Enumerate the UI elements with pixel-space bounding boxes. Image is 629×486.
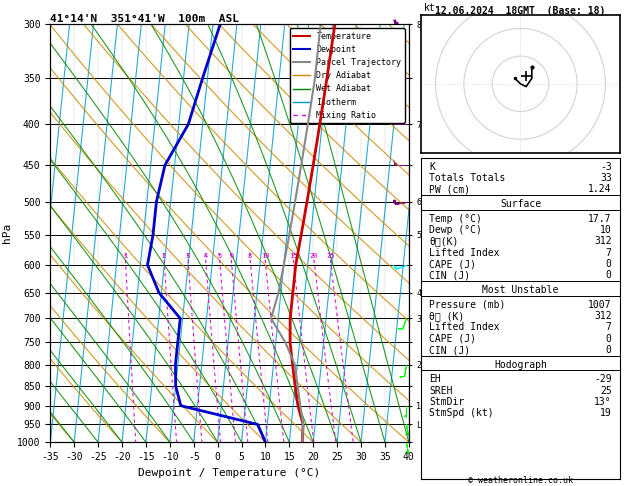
- Text: 6: 6: [229, 253, 233, 259]
- Text: 0: 0: [606, 345, 611, 355]
- Text: CAPE (J): CAPE (J): [430, 259, 476, 269]
- Text: 33: 33: [600, 173, 611, 183]
- Text: PW (cm): PW (cm): [430, 184, 470, 194]
- Legend: Temperature, Dewpoint, Parcel Trajectory, Dry Adiabat, Wet Adiabat, Isotherm, Mi: Temperature, Dewpoint, Parcel Trajectory…: [290, 29, 404, 123]
- Y-axis label: km
ASL: km ASL: [437, 225, 459, 242]
- Text: Totals Totals: Totals Totals: [430, 173, 506, 183]
- Text: © weatheronline.co.uk: © weatheronline.co.uk: [468, 476, 573, 485]
- Text: kt: kt: [423, 3, 435, 13]
- Text: 1007: 1007: [588, 300, 611, 310]
- Text: Pressure (mb): Pressure (mb): [430, 300, 506, 310]
- Text: Hodograph: Hodograph: [494, 360, 547, 370]
- Text: Dewp (°C): Dewp (°C): [430, 225, 482, 235]
- Text: SREH: SREH: [430, 386, 453, 396]
- Text: 10: 10: [600, 225, 611, 235]
- Text: 4: 4: [203, 253, 208, 259]
- Text: Lifted Index: Lifted Index: [430, 322, 500, 332]
- Text: 12.06.2024  18GMT  (Base: 18): 12.06.2024 18GMT (Base: 18): [435, 6, 606, 16]
- Text: 17.7: 17.7: [588, 214, 611, 224]
- Text: Temp (°C): Temp (°C): [430, 214, 482, 224]
- Text: CIN (J): CIN (J): [430, 345, 470, 355]
- Text: CIN (J): CIN (J): [430, 270, 470, 280]
- Text: 8: 8: [248, 253, 252, 259]
- Text: 20: 20: [309, 253, 318, 259]
- Text: 7: 7: [606, 322, 611, 332]
- Text: 0: 0: [606, 270, 611, 280]
- Text: θᴄ(K): θᴄ(K): [430, 236, 459, 246]
- Text: StmSpd (kt): StmSpd (kt): [430, 408, 494, 418]
- Text: 3: 3: [186, 253, 190, 259]
- Text: 1: 1: [123, 253, 128, 259]
- Text: 19: 19: [600, 408, 611, 418]
- Text: θᴄ (K): θᴄ (K): [430, 311, 465, 321]
- Text: 25: 25: [326, 253, 335, 259]
- Text: 2: 2: [162, 253, 166, 259]
- Y-axis label: hPa: hPa: [1, 223, 11, 243]
- Text: 1.24: 1.24: [588, 184, 611, 194]
- Text: K: K: [430, 162, 435, 172]
- Text: 7: 7: [606, 248, 611, 258]
- Text: CAPE (J): CAPE (J): [430, 334, 476, 344]
- Text: StmDir: StmDir: [430, 397, 465, 407]
- Text: Lifted Index: Lifted Index: [430, 248, 500, 258]
- Text: Surface: Surface: [500, 199, 541, 209]
- X-axis label: Dewpoint / Temperature (°C): Dewpoint / Temperature (°C): [138, 468, 321, 478]
- Text: -3: -3: [600, 162, 611, 172]
- Text: 10: 10: [261, 253, 269, 259]
- Text: 13°: 13°: [594, 397, 611, 407]
- Text: Most Unstable: Most Unstable: [482, 285, 559, 295]
- Text: -29: -29: [594, 374, 611, 384]
- Text: 5: 5: [218, 253, 221, 259]
- Text: 15: 15: [289, 253, 298, 259]
- Text: EH: EH: [430, 374, 441, 384]
- Text: 41°14'N  351°41'W  100m  ASL: 41°14'N 351°41'W 100m ASL: [50, 14, 239, 23]
- Text: 312: 312: [594, 236, 611, 246]
- Text: 312: 312: [594, 311, 611, 321]
- Text: 0: 0: [606, 259, 611, 269]
- Text: 25: 25: [600, 386, 611, 396]
- Text: 0: 0: [606, 334, 611, 344]
